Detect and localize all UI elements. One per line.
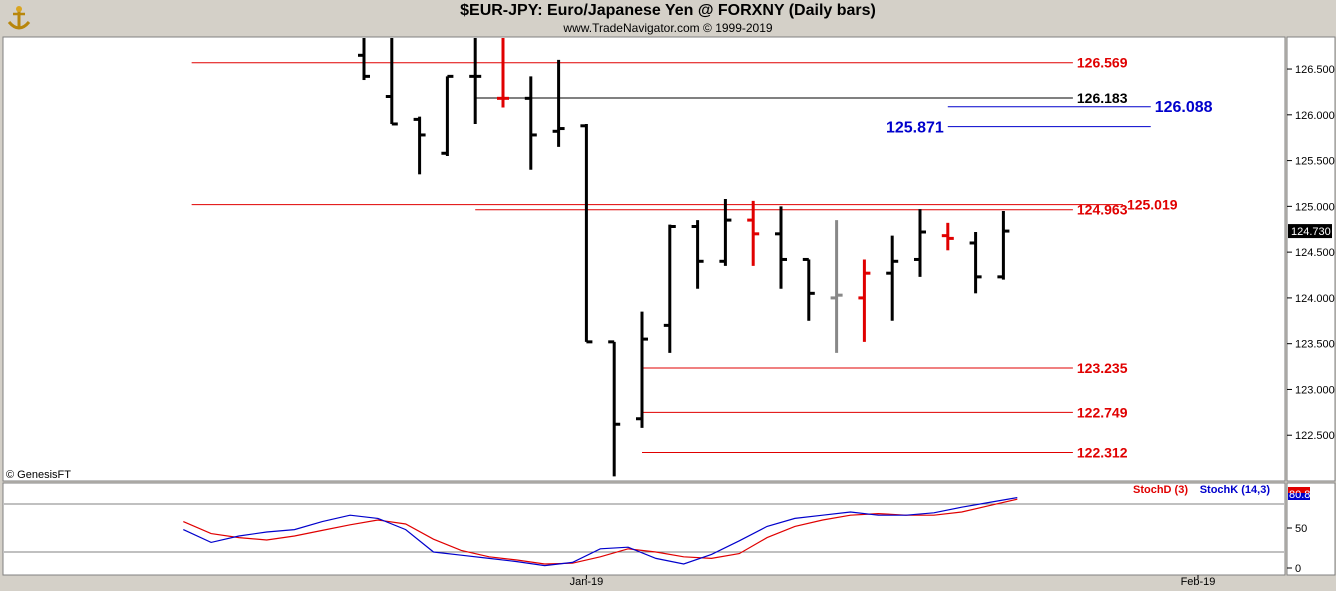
stochastic-tick-label: 50: [1295, 523, 1307, 535]
stochastic-panel: [2, 482, 1286, 576]
last-price-badge: [1288, 224, 1332, 239]
chart-subtitle: www.TradeNavigator.com © 1999-2019: [563, 21, 773, 35]
level-label: 126.569: [1077, 55, 1128, 71]
chart-title: $EUR-JPY: Euro/Japanese Yen @ FORXNY (Da…: [460, 2, 876, 19]
price-tick-label: 124.500: [1295, 247, 1335, 259]
level-label: 122.312: [1077, 444, 1128, 460]
last-price-label: 124.730: [1291, 226, 1331, 238]
price-tick-label: 122.500: [1295, 430, 1335, 442]
x-tick-label: Jan-19: [570, 576, 604, 588]
level-label: 125.019: [1127, 197, 1178, 213]
price-tick-label: 123.000: [1295, 384, 1335, 396]
level-label: 126.088: [1155, 99, 1213, 116]
stochastic-tick-label: 0: [1295, 563, 1301, 575]
price-axis-panel: [1286, 36, 1336, 482]
legend-stochd: StochD (3): [1133, 484, 1188, 496]
level-label: 125.871: [886, 120, 944, 137]
chart-header: $EUR-JPY: Euro/Japanese Yen @ FORXNY (Da…: [0, 0, 1336, 36]
price-tick-label: 125.500: [1295, 156, 1335, 168]
stochastic-badge-d: [1288, 487, 1310, 493]
level-label: 124.963: [1077, 202, 1128, 218]
price-panel: [2, 36, 1286, 482]
price-tick-label: 124.000: [1295, 293, 1335, 305]
stochastic-last-label: 80.83: [1289, 489, 1317, 501]
price-tick-label: 126.000: [1295, 110, 1335, 122]
stochastic-series-0: [183, 498, 1018, 565]
price-tick-label: 126.500: [1295, 64, 1335, 76]
logo-icon: [4, 4, 34, 34]
stochastic-series-1: [183, 497, 1018, 567]
level-label: 126.183: [1077, 90, 1128, 106]
watermark: © GenesisFT: [6, 469, 71, 481]
price-tick-label: 125.000: [1295, 201, 1335, 213]
x-tick-label: Feb-19: [1181, 576, 1216, 588]
legend-stochk: StochK (14,3): [1200, 484, 1271, 496]
level-label: 122.749: [1077, 404, 1128, 420]
level-label: 123.235: [1077, 360, 1128, 376]
price-tick-label: 123.500: [1295, 339, 1335, 351]
